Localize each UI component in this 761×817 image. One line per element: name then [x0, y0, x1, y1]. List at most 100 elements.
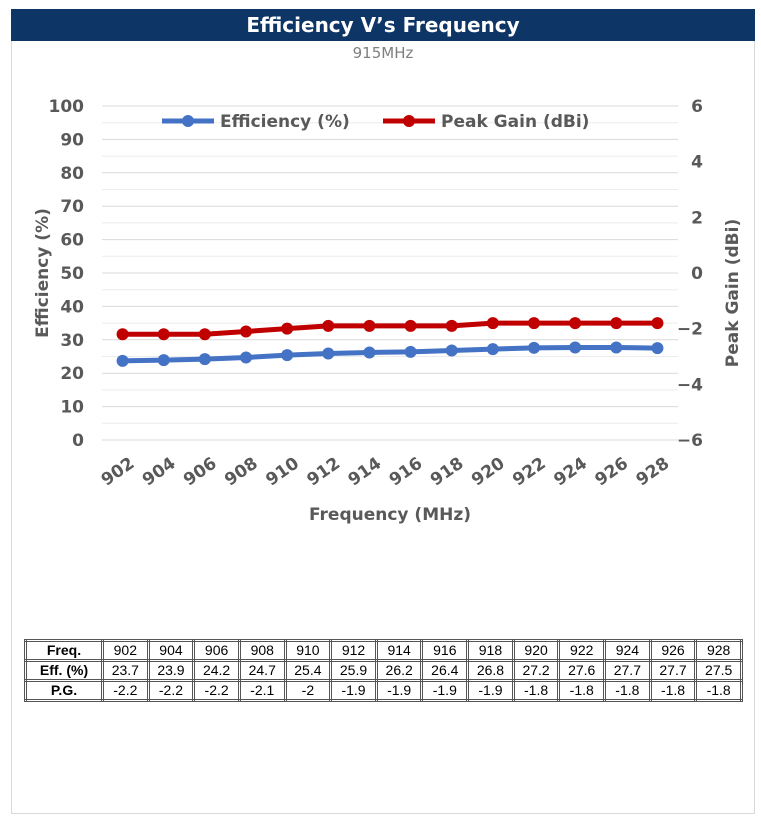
- table-cell: 914: [374, 639, 424, 662]
- y2-tick-label: 6: [691, 97, 703, 117]
- table-cell: 904: [146, 639, 196, 662]
- data-point: [486, 317, 499, 330]
- y-tick-label: 80: [60, 164, 84, 184]
- y-tick-label: 0: [72, 431, 84, 451]
- table-cell: -2: [283, 679, 333, 702]
- x-tick-label: 910: [262, 453, 303, 490]
- y2-axis-label: Peak Gain (dBi): [723, 219, 743, 367]
- table-cell: -2.1: [237, 679, 287, 702]
- table-cell: 23.7: [101, 659, 150, 682]
- y-tick-label: 50: [60, 264, 84, 284]
- y2-tick-label: −4: [677, 375, 703, 395]
- table-cell: 27.5: [694, 659, 743, 682]
- y2-tick-label: −2: [677, 320, 703, 340]
- data-point: [322, 319, 335, 332]
- table-cell: -1.8: [511, 679, 561, 702]
- table-cell: 910: [283, 639, 333, 662]
- y-tick-label: 60: [60, 231, 84, 251]
- table-cell: -2.2: [146, 679, 196, 702]
- data-point: [240, 325, 252, 338]
- table-cell: -1.9: [466, 679, 515, 702]
- table-cell: 926: [648, 639, 698, 662]
- y-tick-label: 70: [60, 197, 84, 217]
- data-point: [404, 345, 417, 358]
- data-point: [198, 353, 211, 366]
- table-cell: 25.4: [283, 659, 333, 682]
- y2-tick-label: 4: [691, 153, 703, 173]
- table-cell: 922: [557, 639, 607, 662]
- table-cell: -1.9: [329, 679, 378, 702]
- table-cell: 26.8: [466, 659, 515, 682]
- x-tick-label: 918: [427, 454, 468, 491]
- x-tick-label: 914: [345, 453, 386, 490]
- table-cell: 902: [101, 639, 150, 662]
- data-point: [528, 341, 540, 354]
- data-point: [198, 328, 211, 341]
- data-point: [610, 317, 623, 330]
- data-point: [157, 328, 170, 341]
- table-cell: 916: [420, 639, 470, 662]
- table-cell: 26.2: [374, 659, 424, 682]
- y-tick-label: 40: [60, 297, 84, 317]
- data-point: [322, 347, 335, 360]
- chart-title: Efficiency V’s Frequency: [11, 9, 755, 41]
- y-tick-label: 10: [60, 398, 84, 418]
- row-header: Eff. (%): [24, 659, 104, 682]
- x-tick-label: 926: [591, 454, 632, 491]
- y-tick-label: 30: [60, 331, 84, 351]
- data-point: [281, 322, 294, 335]
- data-point: [116, 328, 129, 341]
- table-cell: 27.7: [603, 659, 652, 682]
- legend-label: Peak Gain (dBi): [441, 112, 589, 132]
- table-cell: 918: [466, 639, 515, 662]
- y-tick-label: 100: [49, 97, 85, 117]
- y2-axis-ticks: −6 −4 −2 0 2 4 6: [677, 97, 703, 451]
- series-line: [120, 344, 660, 364]
- table-cell: 24.7: [237, 659, 287, 682]
- data-point: [363, 319, 376, 332]
- chart-subtitle: 915MHz: [352, 44, 414, 62]
- y2-tick-label: −6: [677, 431, 703, 451]
- table-cell: -1.8: [603, 679, 652, 702]
- data-point: [116, 354, 129, 367]
- table-cell: 906: [192, 639, 241, 662]
- table-cell: -1.8: [694, 679, 743, 702]
- table-cell: 23.9: [146, 659, 196, 682]
- table-cell: 27.2: [511, 659, 561, 682]
- table-row: Eff. (%) 23.7 23.9 24.2 24.7 25.4 25.9 26.2 26.4…: [24, 659, 743, 682]
- x-tick-label: 920: [468, 453, 509, 490]
- data-table: Freq. 902 904 906 908 910 912 914 916 918 920 922 92…: [24, 639, 743, 702]
- table-cell: 924: [603, 639, 652, 662]
- row-header: P.G.: [24, 679, 104, 702]
- row-header: Freq.: [24, 639, 104, 662]
- y2-tick-label: 0: [691, 264, 703, 284]
- table-cell: -2.2: [101, 679, 150, 702]
- data-point: [528, 317, 540, 330]
- table-row: P.G. -2.2 -2.2 -2.2 -2.1 -2 -1.9 -1.9 -1.9 -1.9 -1…: [24, 679, 743, 702]
- data-point: [240, 351, 252, 364]
- x-tick-label: 924: [550, 453, 591, 490]
- legend-label: Efficiency (%): [220, 112, 350, 132]
- x-tick-label: 916: [386, 454, 427, 491]
- series-lines: [116, 317, 664, 367]
- table-cell: 27.7: [648, 659, 698, 682]
- y-tick-label: 90: [60, 130, 84, 150]
- data-point: [445, 319, 458, 332]
- data-point: [404, 319, 417, 332]
- data-point: [651, 317, 664, 330]
- table-cell: 24.2: [192, 659, 241, 682]
- data-point: [157, 354, 170, 367]
- data-point: [651, 342, 664, 355]
- data-point: [281, 349, 294, 362]
- table-cell: -2.2: [192, 679, 241, 702]
- line-chart: 0 10 20 30 40 50 60 70 80 90 100 −6 −4 −2 0 2 4 6 902 904…: [33, 97, 743, 525]
- data-point: [363, 346, 376, 359]
- legend-swatch-marker: [182, 115, 194, 127]
- x-tick-label: 908: [221, 454, 262, 491]
- x-tick-label: 922: [509, 454, 550, 491]
- table-cell: 920: [511, 639, 561, 662]
- table-cell: -1.8: [557, 679, 607, 702]
- legend: Efficiency (%) Peak Gain (dBi): [162, 112, 589, 132]
- x-tick-label: 906: [180, 454, 221, 491]
- x-axis-ticks: 902 904 906 908 910 912 914 916 918 920 922 924 926 9…: [98, 453, 673, 490]
